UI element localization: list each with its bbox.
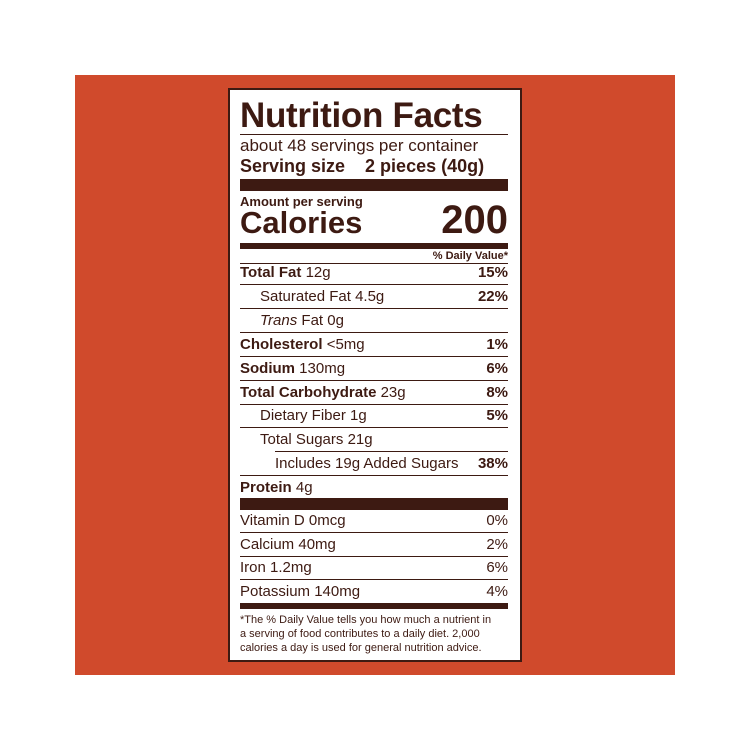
calories-value: 200 [441,198,508,242]
nutrient-label: Vitamin D [240,512,305,529]
daily-value-header: % Daily Value* [432,250,508,262]
nutrient-amount: 140mg [314,583,361,601]
nutrient-label: Includes 19g Added Sugars [275,455,459,472]
nutrient-name: Dietary Fiber 1g [240,406,367,426]
nutrient-label: Iron [240,559,266,577]
nutrient-label: Protein [240,479,292,496]
divider [240,475,508,476]
nutrient-row: Calcium 40mg 2% [240,535,508,555]
divider [275,451,508,452]
divider [240,555,508,557]
nutrient-row: Total Fat 12g 15% [240,263,508,283]
divider [240,579,508,581]
calories-label: Calories [240,205,363,240]
nutrient-amount: 12g [305,264,331,281]
nutrient-row: Trans Fat 0g [240,311,508,331]
nutrient-label: Total Carbohydrate [240,384,377,401]
nutrient-row: Sodium 130mg 6% [240,359,508,379]
nutrient-row: Total Sugars 21g [240,430,508,450]
nutrient-label: Saturated Fat [260,288,351,305]
nutrient-row: Protein 4g [240,478,508,498]
divider [240,404,508,405]
nutrient-amount: 1.2mg [270,559,312,577]
nutrient-amount: 1g [350,407,367,424]
nutrient-amount: 21g [347,431,373,448]
nutrient-label: Potassium [240,583,311,601]
nutrient-label-italic: Trans [260,312,298,329]
daily-value: 4% [486,583,508,601]
nutrient-amount: 40mg [298,535,336,553]
nutrient-amount: 130mg [299,360,346,377]
nutrient-amount: 4g [295,479,313,496]
nutrient-name: Cholesterol <5mg [240,335,365,355]
nutrient-name: Calcium 40mg [240,535,336,555]
nutrient-amount: 0mcg [308,512,346,529]
nutrient-name: Total Carbohydrate 23g [240,383,406,403]
nutrient-row: Includes 19g Added Sugars 38% [240,454,508,474]
nutrient-row: Dietary Fiber 1g 5% [240,406,508,426]
daily-value: 38% [477,455,508,472]
footnote-line: *The % Daily Value tells you how much a … [240,614,492,626]
nutrient-name: Protein 4g [240,478,313,498]
nutrient-label: Sodium [240,360,295,377]
nutrient-amount: <5mg [326,336,365,353]
divider [240,308,508,309]
serving-size-label: Serving size [240,156,346,176]
daily-value: 8% [486,384,508,401]
nutrient-label: Cholesterol [240,336,323,353]
nutrient-row: Cholesterol <5mg 1% [240,335,508,355]
divider [240,532,508,533]
nutrient-row: Vitamin D 0mcg 0% [240,511,508,531]
footnote-line: a serving of food contributes to a daily… [240,628,480,640]
nutrient-name: Total Fat 12g [240,263,331,283]
daily-value: 2% [486,535,508,553]
nutrient-label: Dietary Fiber [260,407,346,424]
daily-value: 5% [486,407,508,424]
daily-value: 1% [486,336,508,353]
daily-value: 0% [486,512,508,529]
footnote-line: calories a day is used for general nutri… [240,642,482,654]
servings: about 48 servings per container [240,136,479,155]
nutrient-amount: 0g [327,312,344,329]
nutrient-label: Calcium [240,535,295,553]
divider [240,427,508,428]
divider [240,380,508,381]
nutrient-amount: 4.5g [355,288,385,305]
nutrient-row: Potassium 140mg 4% [240,582,508,602]
daily-value: 6% [486,559,508,577]
amount-per-serving: Amount per serving [240,194,363,209]
nutrient-row: Saturated Fat 4.5g 22% [240,287,508,307]
nutrient-row: Iron 1.2mg 6% [240,558,508,578]
daily-value: 22% [477,288,508,305]
divider [240,332,508,333]
nutrient-name: Saturated Fat 4.5g [240,287,384,307]
title: Nutrition Facts [240,96,483,135]
serving-size: Serving size 2 pieces (40g) [240,156,508,176]
divider [240,284,508,285]
nutrient-name: Includes 19g Added Sugars [240,454,458,474]
nutrient-name: Potassium 140mg [240,582,360,602]
divider [240,356,508,357]
daily-value: 6% [486,360,508,377]
nutrient-name: Vitamin D 0mcg [240,511,346,531]
daily-value: 15% [477,264,508,281]
nutrient-amount: 23g [380,384,406,401]
nutrient-row: Total Carbohydrate 23g 8% [240,383,508,403]
nutrient-name: Iron 1.2mg [240,558,312,578]
nutrient-label: Total Fat [240,264,302,281]
nutrient-name: Trans Fat 0g [240,311,344,331]
nutrient-name: Total Sugars 21g [240,430,373,450]
nutrient-label: Fat [301,312,324,329]
nutrient-name: Sodium 130mg [240,359,345,379]
serving-size-value: 2 pieces (40g) [365,156,485,176]
nutrient-label: Total Sugars [260,431,344,448]
